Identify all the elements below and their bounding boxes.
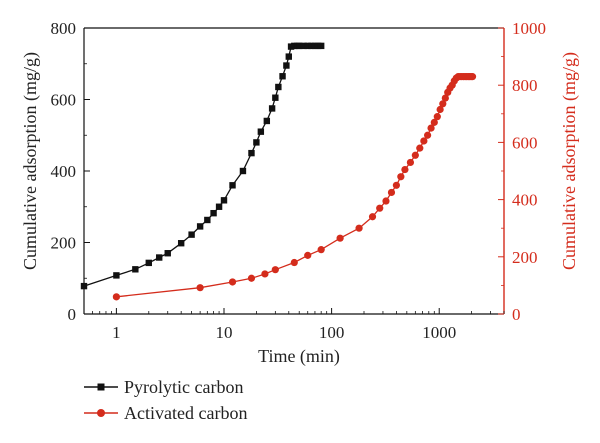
data-point (420, 137, 428, 145)
data-point (433, 113, 441, 121)
data-point (228, 278, 237, 286)
data-point (290, 258, 298, 267)
data-point (220, 197, 228, 204)
data-point (164, 250, 171, 257)
left-y-tick-label: 600 (51, 91, 77, 110)
x-axis-title: Time (min) (258, 346, 340, 367)
data-point (275, 83, 282, 91)
data-point (285, 53, 292, 60)
x-tick-label: 100 (319, 323, 345, 342)
left-y-tick-label: 200 (51, 234, 77, 253)
data-point (436, 105, 444, 114)
data-point (376, 204, 384, 212)
data-point (196, 223, 204, 230)
data-point (253, 139, 260, 146)
x-tick-label: 10 (216, 323, 233, 342)
left-y-tick-label: 800 (51, 19, 77, 38)
right-y-axis-title: Cumulative adsorption (mg/g) (559, 52, 580, 270)
right-y-tick-label: 200 (512, 248, 538, 267)
legend-marker (97, 409, 105, 417)
data-point (304, 42, 311, 50)
legend-label: Pyrolytic carbon (124, 377, 243, 397)
data-point (268, 105, 276, 112)
data-point (317, 42, 325, 50)
series-layer (80, 42, 477, 301)
data-point (387, 188, 396, 197)
data-point (368, 213, 377, 221)
data-point (401, 165, 409, 174)
data-point (411, 151, 419, 159)
data-point (416, 144, 424, 152)
data-point (406, 158, 415, 167)
axes: 1 10 100 1000 0 200 400 600 800 0 200 400 600 800 1000… (20, 19, 580, 367)
data-point (272, 94, 279, 101)
right-y-tick-label: 800 (512, 76, 538, 95)
data-point (287, 43, 295, 50)
x-tick-label: 1 (112, 323, 121, 342)
data-point (229, 182, 236, 189)
data-point (441, 94, 449, 102)
data-point (304, 251, 312, 259)
data-point (382, 197, 390, 205)
data-point (210, 209, 217, 217)
left-y-tick-label: 400 (51, 162, 77, 181)
data-point (257, 128, 265, 135)
data-point (308, 42, 315, 50)
data-point (336, 234, 344, 242)
data-point (188, 231, 195, 238)
right-y-tick-label: 600 (512, 133, 538, 152)
legend-marker (97, 383, 105, 391)
data-point (177, 240, 185, 247)
data-point (113, 272, 120, 279)
data-point (156, 254, 163, 261)
data-point (261, 270, 269, 278)
legend: Pyrolytic carbon Activated carbon (84, 377, 247, 423)
data-point (145, 259, 152, 267)
data-point (439, 100, 447, 108)
data-point (239, 167, 247, 175)
data-point (112, 293, 120, 301)
series-line (83, 45, 322, 287)
legend-item: Activated carbon (84, 403, 247, 423)
data-point (263, 117, 271, 125)
right-y-tick-label: 400 (512, 191, 538, 210)
series-1 (80, 42, 325, 290)
data-point (132, 266, 139, 273)
data-point (424, 131, 432, 139)
data-point (427, 124, 435, 132)
data-point (430, 118, 438, 126)
data-point (283, 62, 290, 69)
right-y-tick-label: 1000 (512, 19, 546, 38)
data-point (468, 73, 477, 81)
data-point (247, 274, 256, 282)
data-point (196, 284, 204, 292)
legend-item: Pyrolytic carbon (84, 377, 243, 397)
left-y-axis-title: Cumulative adsorption (mg/g) (20, 52, 41, 270)
data-point (248, 149, 255, 157)
x-tick-label: 1000 (422, 323, 456, 342)
data-point (392, 181, 400, 189)
data-point (355, 224, 363, 232)
legend-label: Activated carbon (124, 403, 247, 423)
data-point (271, 266, 279, 274)
data-point (204, 216, 211, 224)
right-y-tick-label: 0 (512, 305, 521, 324)
data-point (296, 42, 303, 50)
data-point (80, 282, 88, 290)
series-2 (112, 73, 477, 301)
data-point (215, 203, 223, 210)
data-point (397, 173, 405, 181)
data-point (311, 42, 319, 50)
left-y-tick-label: 0 (68, 305, 77, 324)
data-point (300, 42, 307, 50)
data-point (317, 246, 325, 254)
data-point (279, 73, 286, 80)
